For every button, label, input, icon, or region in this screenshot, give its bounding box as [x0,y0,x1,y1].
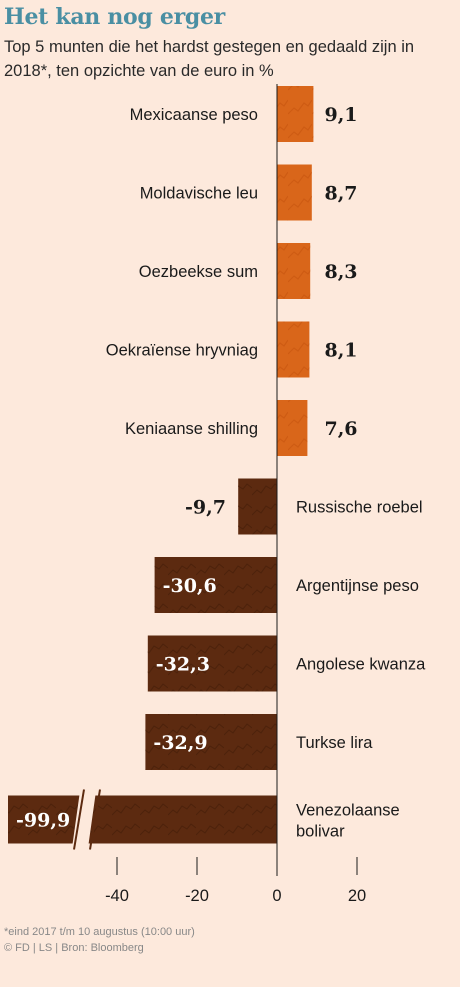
bar-texture [277,86,314,142]
bar-group: Moldavische leu 8,7 [140,164,358,221]
value-label: -32,9 [153,732,207,754]
bar-group: Russische roebel -9,7 [185,478,423,535]
x-tick-label: -40 [105,887,129,905]
value-label: -99,9 [16,810,70,832]
category-label: bolivar [296,823,345,841]
value-label: -9,7 [185,497,226,519]
bar-texture [238,478,277,535]
x-tick-label: 20 [348,887,366,905]
value-label: -30,6 [163,575,217,597]
category-label: Argentijnse peso [296,577,419,595]
bar-group: Angolese kwanza -32,3 [147,635,426,692]
axis-break-line [73,789,85,850]
category-label: Mexicaanse peso [130,106,258,124]
value-label: 7,6 [324,418,357,440]
bar-texture [277,321,310,378]
bar-texture [277,400,308,456]
axis-break-line [89,789,101,850]
bar-group: Mexicaanse peso 9,1 [130,86,358,142]
footnote-period: *eind 2017 t/m 10 augustus (10:00 uur) [4,926,195,938]
category-label: Turkse lira [296,734,373,752]
bar-texture [154,557,277,613]
footnote-source: © FD | LS | Bron: Bloomberg [4,942,144,954]
bar-group: Oekraïense hryvniag 8,1 [106,321,358,378]
category-label: Oezbeekse sum [139,263,258,281]
category-label: Venezolaanse [296,802,400,820]
bar-group: Turkse lira -32,9 [145,714,373,770]
bar-group: Argentijnse peso -30,6 [154,557,419,613]
value-label: -32,3 [156,654,210,676]
bar-group: Venezolaanse bolivar -99,9 [8,789,400,850]
bar-texture [277,243,311,299]
category-label: Russische roebel [296,499,423,517]
bar-group: Oezbeekse sum 8,3 [139,243,358,299]
axis-break-gap [72,791,96,848]
category-label: Oekraïense hryvniag [106,342,258,360]
category-label: Angolese kwanza [296,656,426,674]
chart-title: Het kan nog erger [4,4,225,30]
chart-subtitle: Top 5 munten die het hardst gestegen en … [4,38,415,80]
footnote: *eind 2017 t/m 10 augustus (10:00 uur) ©… [4,924,195,956]
bar-texture [147,635,277,692]
x-tick-label: -20 [185,887,209,905]
bar-texture [277,164,312,221]
value-label: 8,3 [324,261,357,283]
category-label: Moldavische leu [140,185,258,203]
bar-texture [145,714,277,770]
category-label: Keniaanse shilling [125,420,258,438]
value-label: 8,1 [324,340,357,362]
value-label: 8,7 [324,183,357,205]
bar-texture [8,795,277,844]
value-label: 9,1 [324,104,357,126]
bar-group: Keniaanse shilling 7,6 [125,400,358,456]
x-tick-label: 0 [272,887,281,905]
